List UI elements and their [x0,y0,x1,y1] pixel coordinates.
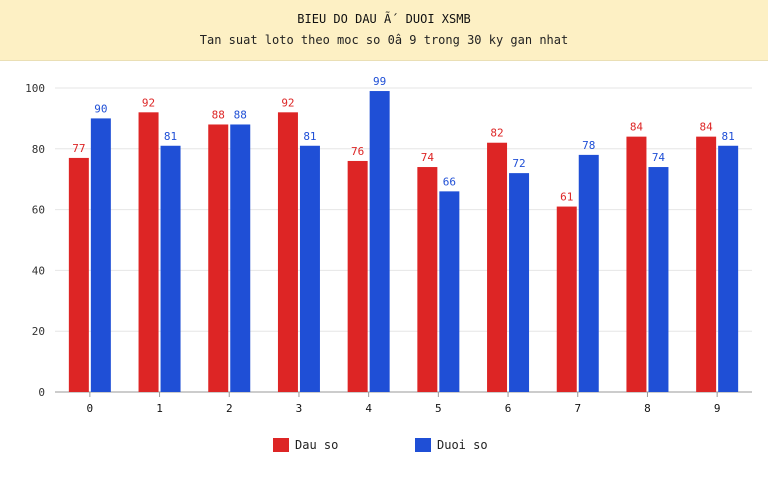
bar-dau-so-2 [208,124,229,392]
chart-header: BIEU DO DAU Ã´ DUOI XSMB Tan suat loto t… [0,0,768,61]
data-label: 76 [351,145,364,158]
data-label: 84 [700,121,714,134]
legend-swatch-duoi-so [415,438,431,452]
y-tick-label: 60 [32,204,45,217]
bar-dau-so-9 [696,136,717,392]
bar-dau-so-0 [68,157,89,392]
x-tick-label: 7 [574,402,581,415]
bar-duoi-so-6 [509,173,530,392]
bar-dau-so-5 [417,167,438,392]
data-label: 78 [582,139,595,152]
bar-duoi-so-5 [439,191,460,392]
x-tick-label: 5 [435,402,442,415]
x-tick-label: 0 [87,402,94,415]
y-tick-label: 80 [32,143,45,156]
data-label: 74 [421,151,435,164]
bar-duoi-so-2 [230,124,251,392]
legend-swatch-dau-so [273,438,289,452]
data-label: 81 [303,130,316,143]
bar-dau-so-8 [626,136,647,392]
legend-label-dau-so: Dau so [295,438,339,452]
data-label: 72 [512,157,525,170]
y-tick-label: 0 [38,386,45,399]
data-label: 61 [560,191,573,204]
data-label: 81 [722,130,735,143]
x-tick-label: 6 [505,402,512,415]
legend-label-duoi-so: Duoi so [437,438,488,452]
y-tick-label: 20 [32,325,45,338]
data-label: 99 [373,75,386,88]
chart-subtitle: Tan suat loto theo moc so 0â 9 trong 30 … [199,33,569,47]
data-label: 74 [652,151,666,164]
x-tick-label: 4 [365,402,372,415]
legend-item-dau-so[interactable]: Dau so [273,437,338,453]
data-label: 81 [164,130,177,143]
bar-duoi-so-3 [299,145,320,392]
x-tick-label: 9 [714,402,721,415]
bar-dau-so-3 [277,112,298,392]
data-label: 77 [72,142,85,155]
x-tick-label: 3 [296,402,303,415]
bar-dau-so-4 [347,160,368,392]
bar-duoi-so-4 [369,91,390,392]
x-tick-label: 1 [156,402,163,415]
data-label: 92 [142,96,155,109]
bar-duoi-so-0 [90,118,111,393]
bar-dau-so-1 [138,112,159,392]
bar-duoi-so-9 [718,145,739,392]
data-label: 88 [234,108,247,121]
y-tick-label: 100 [25,82,45,95]
data-label: 92 [281,96,294,109]
y-tick-label: 40 [32,264,45,277]
bar-dau-so-7 [556,206,577,392]
chart-title: BIEU DO DAU Ã´ DUOI XSMB [297,12,471,26]
x-tick-label: 8 [644,402,651,415]
bar-duoi-so-1 [160,145,181,392]
data-label: 90 [94,102,107,115]
bar-duoi-so-7 [578,154,599,392]
data-label: 88 [212,108,225,121]
bar-duoi-so-8 [648,167,669,392]
bar-dau-so-6 [487,142,508,392]
x-tick-label: 2 [226,402,233,415]
data-label: 84 [630,121,644,134]
data-label: 66 [443,175,456,188]
data-label: 82 [490,127,503,140]
legend-item-duoi-so[interactable]: Duoi so [415,437,488,453]
